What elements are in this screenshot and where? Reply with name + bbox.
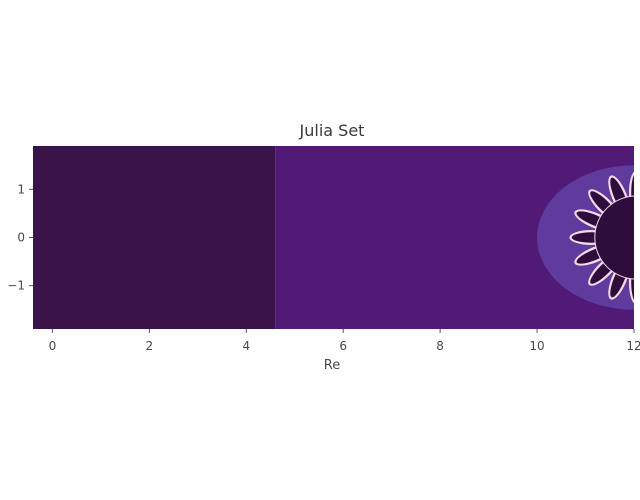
fractal-core [594,195,634,280]
x-tick-label: 10 [529,339,544,353]
x-tick-label: 4 [242,339,250,353]
x-tick-label: 6 [339,339,347,353]
y-tick-label: 1 [17,182,25,196]
y-tick-label: −1 [7,279,25,293]
region-outer [33,146,276,329]
chart-title: Julia Set [299,121,365,140]
x-tick-label: 0 [49,339,57,353]
y-tick-label: 0 [17,231,25,245]
x-tick-label: 2 [146,339,154,353]
plot-area [33,146,634,329]
x-axis: 0 2 4 6 8 10 12 [49,329,640,353]
x-tick-label: 8 [436,339,444,353]
x-axis-label: Re [324,358,340,373]
y-axis: 1 0 −1 [7,182,33,293]
x-tick-label: 12 [626,339,640,353]
